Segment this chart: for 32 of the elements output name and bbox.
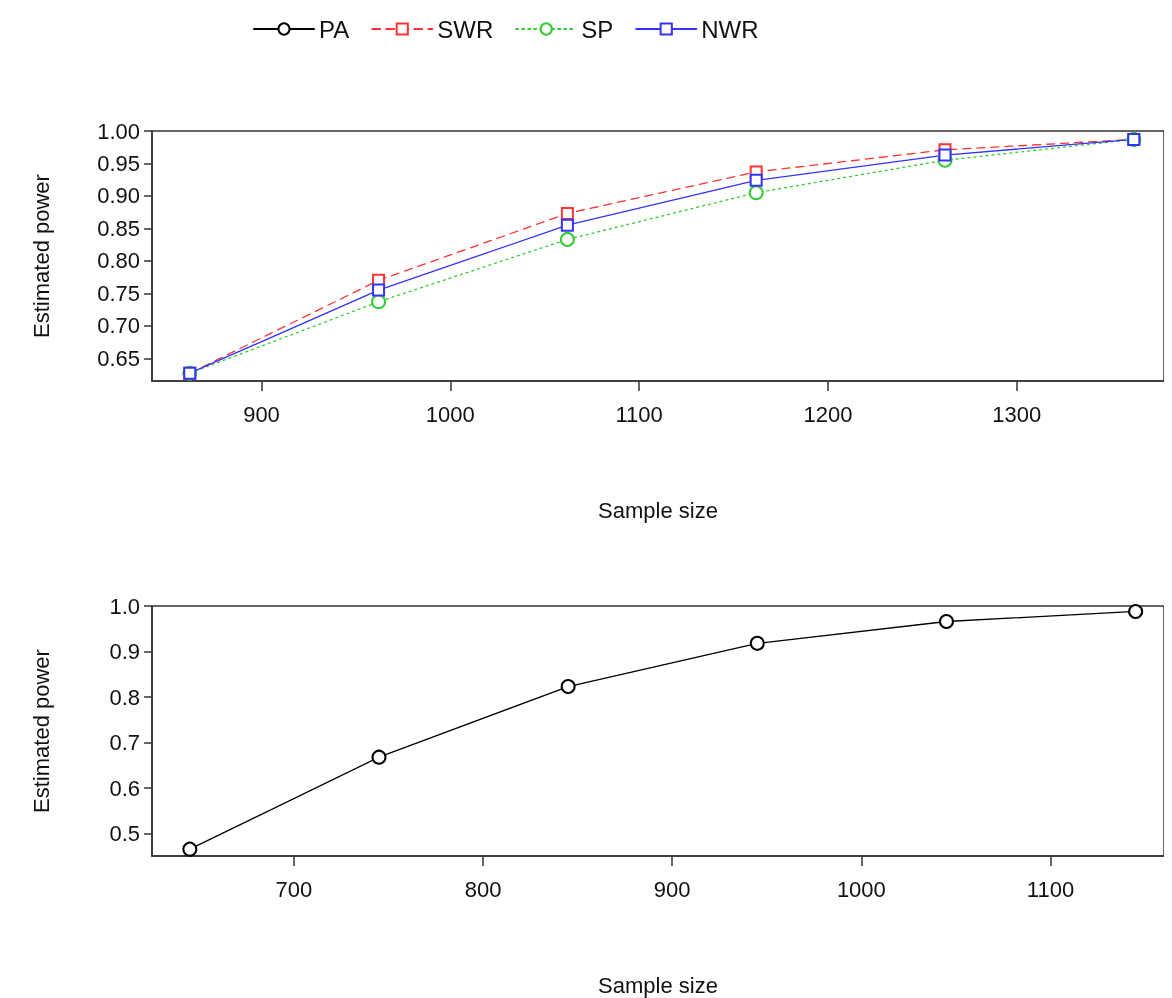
x-tick-label: 800	[464, 876, 502, 902]
legend-label: SP	[581, 15, 614, 43]
y-tick-label: 0.5	[109, 821, 140, 847]
y-tick-label: 0.6	[109, 775, 140, 801]
y-tick-label: 0.9	[109, 639, 140, 665]
y-tick-label: 1.0	[109, 593, 140, 619]
x-tick-label: 1100	[615, 401, 663, 427]
y-tick-label: 0.8	[109, 684, 140, 710]
x-tick-label: 1100	[1026, 876, 1075, 902]
y-tick-label: 0.85	[97, 215, 140, 241]
legend-label: NWR	[701, 15, 759, 43]
y-tick-label: 0.90	[97, 183, 140, 209]
x-tick-label: 700	[275, 876, 313, 902]
y-axis-title: Estimated power	[28, 649, 54, 813]
x-tick-label: 1000	[836, 876, 886, 902]
x-tick-label: 1000	[425, 401, 475, 427]
x-tick-label: 900	[243, 401, 280, 427]
y-tick-label: 0.95	[97, 150, 140, 176]
x-axis-title: Sample size	[598, 972, 718, 998]
legend-label: PA	[319, 15, 350, 43]
y-tick-label: 0.70	[97, 313, 140, 339]
legend-label: SWR	[437, 15, 494, 43]
y-axis-title: Estimated power	[28, 174, 54, 338]
y-tick-label: 1.00	[97, 118, 140, 144]
x-tick-label: 1200	[803, 401, 853, 427]
y-tick-label: 0.75	[97, 280, 140, 306]
y-tick-label: 0.80	[97, 248, 140, 274]
x-tick-label: 1300	[992, 401, 1042, 427]
x-tick-label: 900	[653, 876, 691, 902]
x-axis-title: Sample size	[598, 497, 718, 523]
y-tick-label: 0.7	[109, 730, 140, 756]
y-tick-label: 0.65	[97, 345, 140, 371]
